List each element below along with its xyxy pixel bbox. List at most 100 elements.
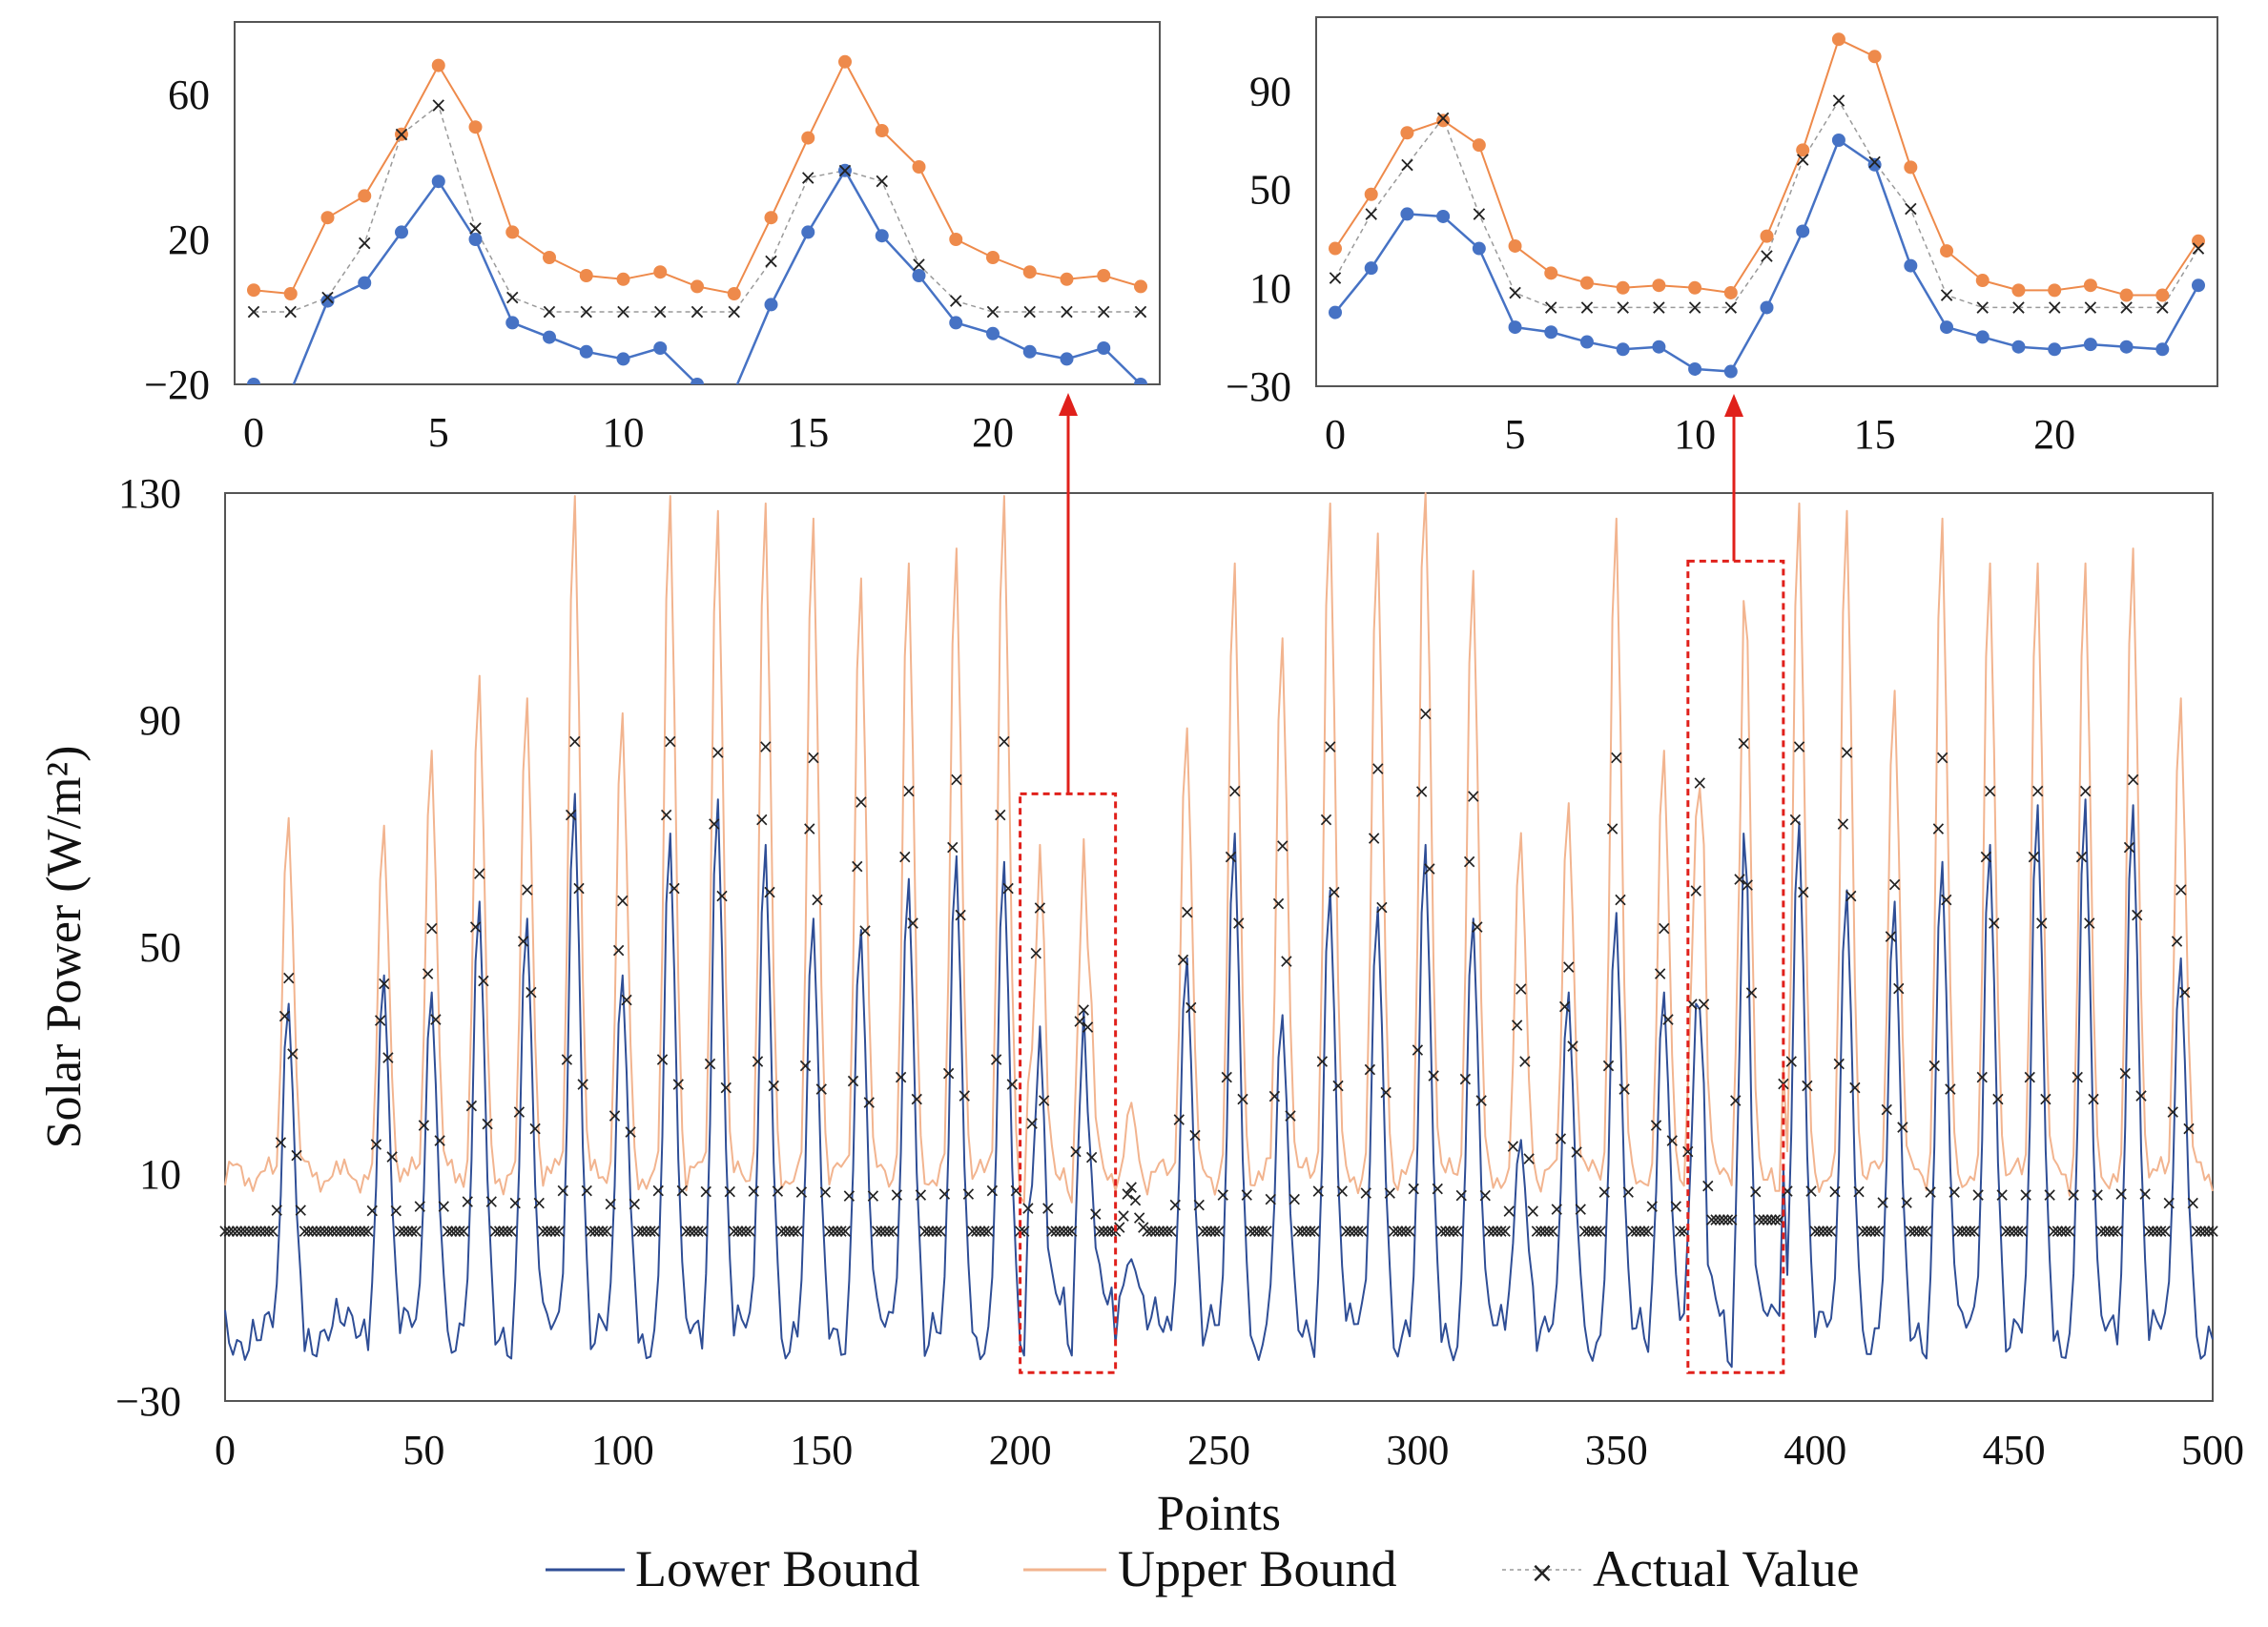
main-actual-marker: × <box>460 1190 476 1213</box>
main-actual-marker: × <box>686 1220 702 1243</box>
inset-left-series: × × × × × × × × × × × × × × × × × × × × × × × × × <box>245 54 1149 384</box>
inset-left-upper-point <box>1060 272 1074 286</box>
main-actual-marker: × <box>567 730 583 752</box>
main-actual-marker: × <box>265 1220 281 1243</box>
inset-right-actual-marker: × <box>2117 296 2134 319</box>
main-actual-marker: × <box>1804 1180 1820 1203</box>
main-actual-marker: × <box>1430 1177 1446 1200</box>
inset-left-upper-point <box>1022 265 1037 279</box>
main-actual-marker: × <box>1187 1123 1204 1146</box>
main-x-tick-label: 400 <box>1783 1427 1846 1473</box>
main-actual-marker: × <box>1692 771 1708 793</box>
main-actual-marker: × <box>1509 1014 1525 1037</box>
main-actual-marker: × <box>1771 1208 1787 1231</box>
main-actual-marker: × <box>464 1094 480 1117</box>
inset-left-upper-point <box>505 225 520 239</box>
main-actual-marker: × <box>1767 1208 1783 1231</box>
main-x-tick-label: 0 <box>215 1427 236 1473</box>
main-actual-marker: × <box>1052 1220 1068 1243</box>
main-actual-marker: × <box>1235 1087 1251 1110</box>
main-actual-marker: × <box>984 1179 1000 1202</box>
main-actual-marker: × <box>2073 845 2090 868</box>
main-actual-marker: × <box>1732 868 1748 891</box>
main-actual-marker: × <box>1640 1220 1657 1243</box>
inset-right-x-tick-label: 5 <box>1505 411 1526 458</box>
main-actual-marker: × <box>2086 1087 2102 1110</box>
main-actual-marker: × <box>1437 1220 1454 1243</box>
main-actual-marker: × <box>289 1143 305 1166</box>
inset-right-actual-marker: × <box>2046 296 2063 319</box>
main-actual-marker: × <box>1127 1188 1144 1211</box>
main-actual-marker: × <box>1298 1220 1314 1243</box>
main-actual-marker: × <box>702 1052 718 1075</box>
main-actual-marker: × <box>1183 996 1199 1019</box>
inset-right-actual-marker: × <box>2082 296 2099 319</box>
inset-right-lower-point <box>1688 361 1702 376</box>
main-actual-marker: × <box>1827 1180 1844 1203</box>
legend-lower-label: Lower Bound <box>635 1540 919 1597</box>
main-upper-bound-line <box>224 492 2214 1204</box>
inset-left-actual-marker: × <box>799 166 816 190</box>
inset-right-actual-marker: × <box>1362 202 1379 226</box>
main-actual-marker: × <box>297 1220 313 1243</box>
inset-right-lower-point <box>1616 342 1630 357</box>
main-actual-marker: × <box>257 1220 273 1243</box>
main-actual-marker: × <box>845 1069 861 1092</box>
main-actual-marker: × <box>2077 779 2093 802</box>
main-actual-marker: × <box>1529 1220 1545 1243</box>
main-actual-marker: × <box>241 1220 258 1243</box>
main-actual-marker: × <box>1072 1009 1088 1032</box>
inset-left-actual-marker: × <box>689 300 706 324</box>
inset-right-plot-area: × × × × × × × × × × × × × × × × × × × × × × × × × <box>1327 32 2207 379</box>
inset-right-x-tick-label: 0 <box>1325 411 1346 458</box>
inset-left-actual-marker: × <box>393 123 410 147</box>
inset-right-frame <box>1315 16 2218 387</box>
main-actual-marker: × <box>2149 1220 2165 1243</box>
inset-right-lower-point <box>1329 305 1342 319</box>
main-actual-marker: × <box>920 1220 937 1243</box>
main-actual-marker: × <box>1283 1103 1299 1126</box>
main-x-tick-label: 300 <box>1386 1427 1449 1473</box>
inset-right-actual-marker: × <box>1758 244 1775 268</box>
inset-right-lower-point <box>1723 364 1738 379</box>
inset-left-lower-point <box>801 225 815 239</box>
main-actual-marker: × <box>968 1220 984 1243</box>
inset-right-actual-line <box>1334 99 2199 309</box>
main-actual-marker: × <box>1290 1220 1307 1243</box>
main-actual-marker: × <box>1056 1220 1072 1243</box>
main-actual-marker: × <box>1398 1220 1414 1243</box>
main-actual-marker: × <box>364 1199 381 1222</box>
main-actual-marker: × <box>2125 768 2141 791</box>
main-actual-marker: × <box>2046 1220 2062 1243</box>
main-actual-marker: × <box>2101 1220 2117 1243</box>
inset-left-upper-line <box>253 60 1142 295</box>
main-actual-marker: × <box>563 803 579 826</box>
main-actual-marker: × <box>432 1128 448 1151</box>
inset-left-upper-point <box>986 251 1000 264</box>
main-actual-marker: × <box>1076 999 1092 1021</box>
main-actual-marker: × <box>1545 1220 1561 1243</box>
main-actual-marker: × <box>1147 1220 1164 1243</box>
main-actual-marker: × <box>1536 1220 1553 1243</box>
main-actual-marker: × <box>571 876 588 899</box>
main-actual-marker: × <box>225 1220 241 1243</box>
inset-left-lower-point <box>875 229 889 243</box>
main-actual-marker: × <box>1604 817 1620 840</box>
main-actual-marker: × <box>1644 1194 1660 1217</box>
main-actual-marker: × <box>1441 1220 1457 1243</box>
main-actual-marker: × <box>476 969 492 992</box>
main-actual-marker: × <box>495 1220 511 1243</box>
main-actual-marker: × <box>340 1220 357 1243</box>
main-actual-marker: × <box>1727 1089 1743 1112</box>
main-actual-marker: × <box>443 1220 460 1243</box>
main-actual-marker: × <box>814 1078 830 1101</box>
inset-left-lower-point <box>395 225 408 239</box>
main-actual-marker: × <box>1723 1208 1740 1231</box>
main-actual-marker: × <box>2196 1220 2213 1243</box>
main-actual-marker: × <box>643 1220 659 1243</box>
main-actual-marker: × <box>1287 1187 1303 1210</box>
main-actual-marker: × <box>1386 1220 1402 1243</box>
main-actual-marker: × <box>547 1220 564 1243</box>
main-actual-marker: × <box>1549 1198 1565 1221</box>
inset-left-lower-point <box>1022 344 1037 359</box>
